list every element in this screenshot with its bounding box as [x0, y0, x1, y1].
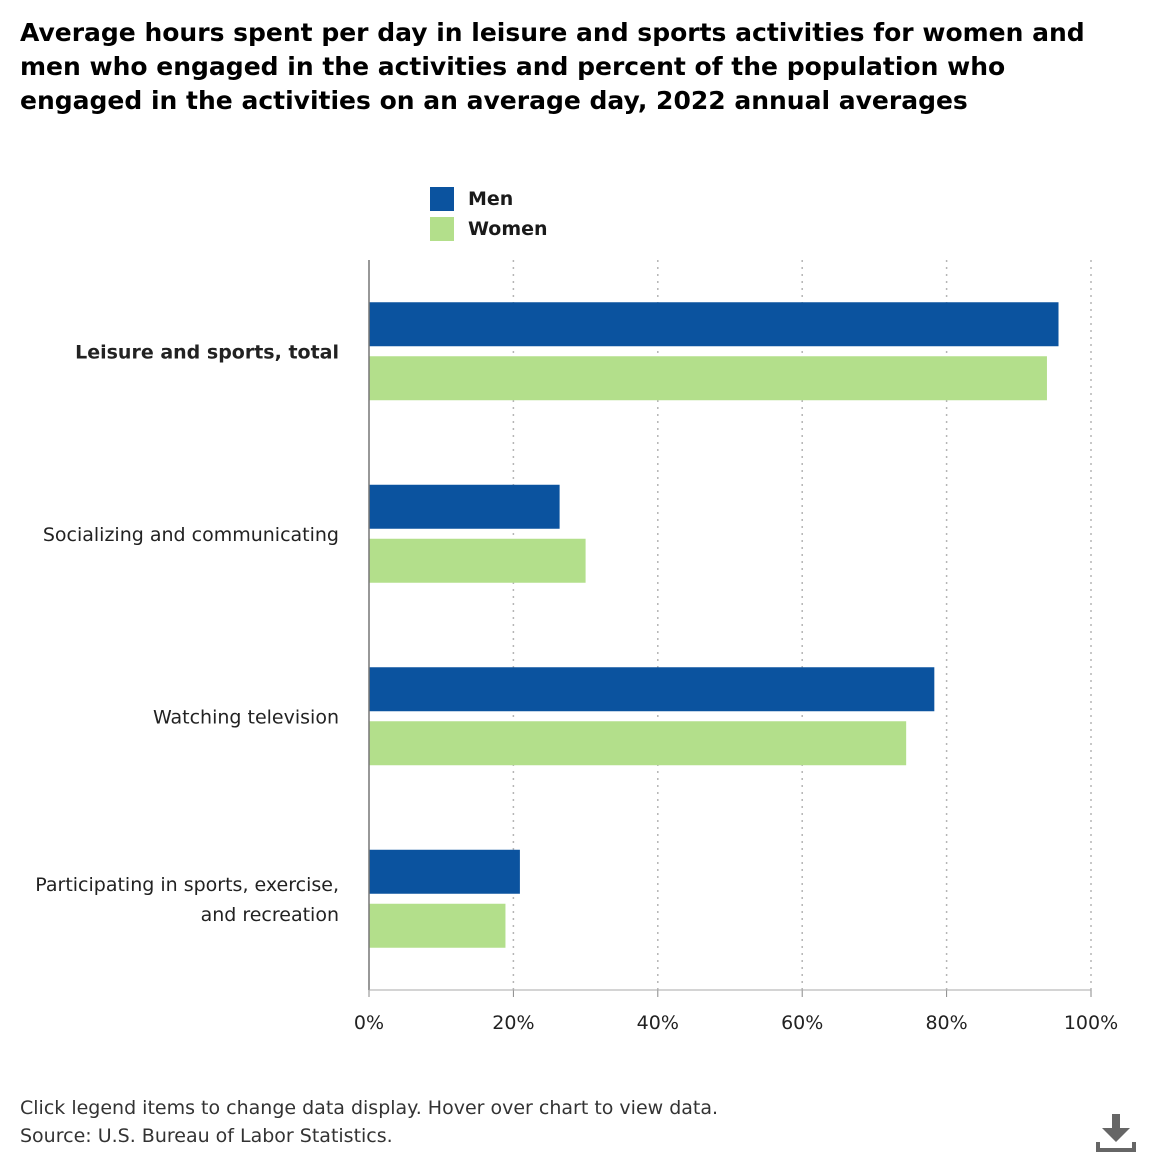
download-icon [1096, 1114, 1136, 1152]
x-tick-label: 60% [781, 1012, 823, 1034]
category-label-line: Watching television [153, 706, 339, 728]
category-label: Socializing and communicating [43, 524, 339, 546]
legend-item-men[interactable]: Men [430, 184, 548, 214]
x-tick-label: 40% [637, 1012, 679, 1034]
chart-title: Average hours spent per day in leisure a… [20, 18, 1085, 115]
legend-label-men: Men [468, 188, 514, 210]
bar-women[interactable] [369, 538, 586, 583]
download-button[interactable] [1094, 1110, 1138, 1154]
category-label-line: Leisure and sports, total [75, 341, 339, 363]
category-label-line: Socializing and communicating [43, 524, 339, 546]
bar-women[interactable] [369, 721, 907, 766]
category-label-line: Participating in sports, exercise, [35, 874, 339, 896]
legend-item-women[interactable]: Women [430, 214, 548, 244]
bar-men[interactable] [369, 302, 1059, 347]
bar-chart[interactable]: 0% 20% 40% 60% 80% 100% Leisure and sports, to… [0, 0, 1160, 1060]
bar-men[interactable] [369, 484, 560, 529]
bar-women[interactable] [369, 356, 1047, 401]
x-tick-label: 20% [492, 1012, 534, 1034]
bar-men[interactable] [369, 849, 520, 894]
category-label: Participating in sports, exercise, and re… [35, 874, 339, 926]
x-tick-label: 80% [925, 1012, 967, 1034]
legend-label-women: Women [468, 218, 548, 240]
bar-women[interactable] [369, 903, 506, 948]
legend-swatch-women [430, 217, 454, 241]
x-tick-label: 0% [354, 1012, 384, 1034]
category-label: Watching television [153, 706, 339, 728]
legend: Men Women [430, 184, 548, 244]
source-note: Source: U.S. Bureau of Labor Statistics. [20, 1125, 393, 1147]
instructions-note: Click legend items to change data displa… [20, 1097, 719, 1119]
legend-swatch-men [430, 187, 454, 211]
x-tick-label: 100% [1064, 1012, 1118, 1034]
bar-men[interactable] [369, 667, 935, 712]
category-label: Leisure and sports, total [75, 341, 339, 363]
category-label-line: and recreation [201, 904, 339, 926]
